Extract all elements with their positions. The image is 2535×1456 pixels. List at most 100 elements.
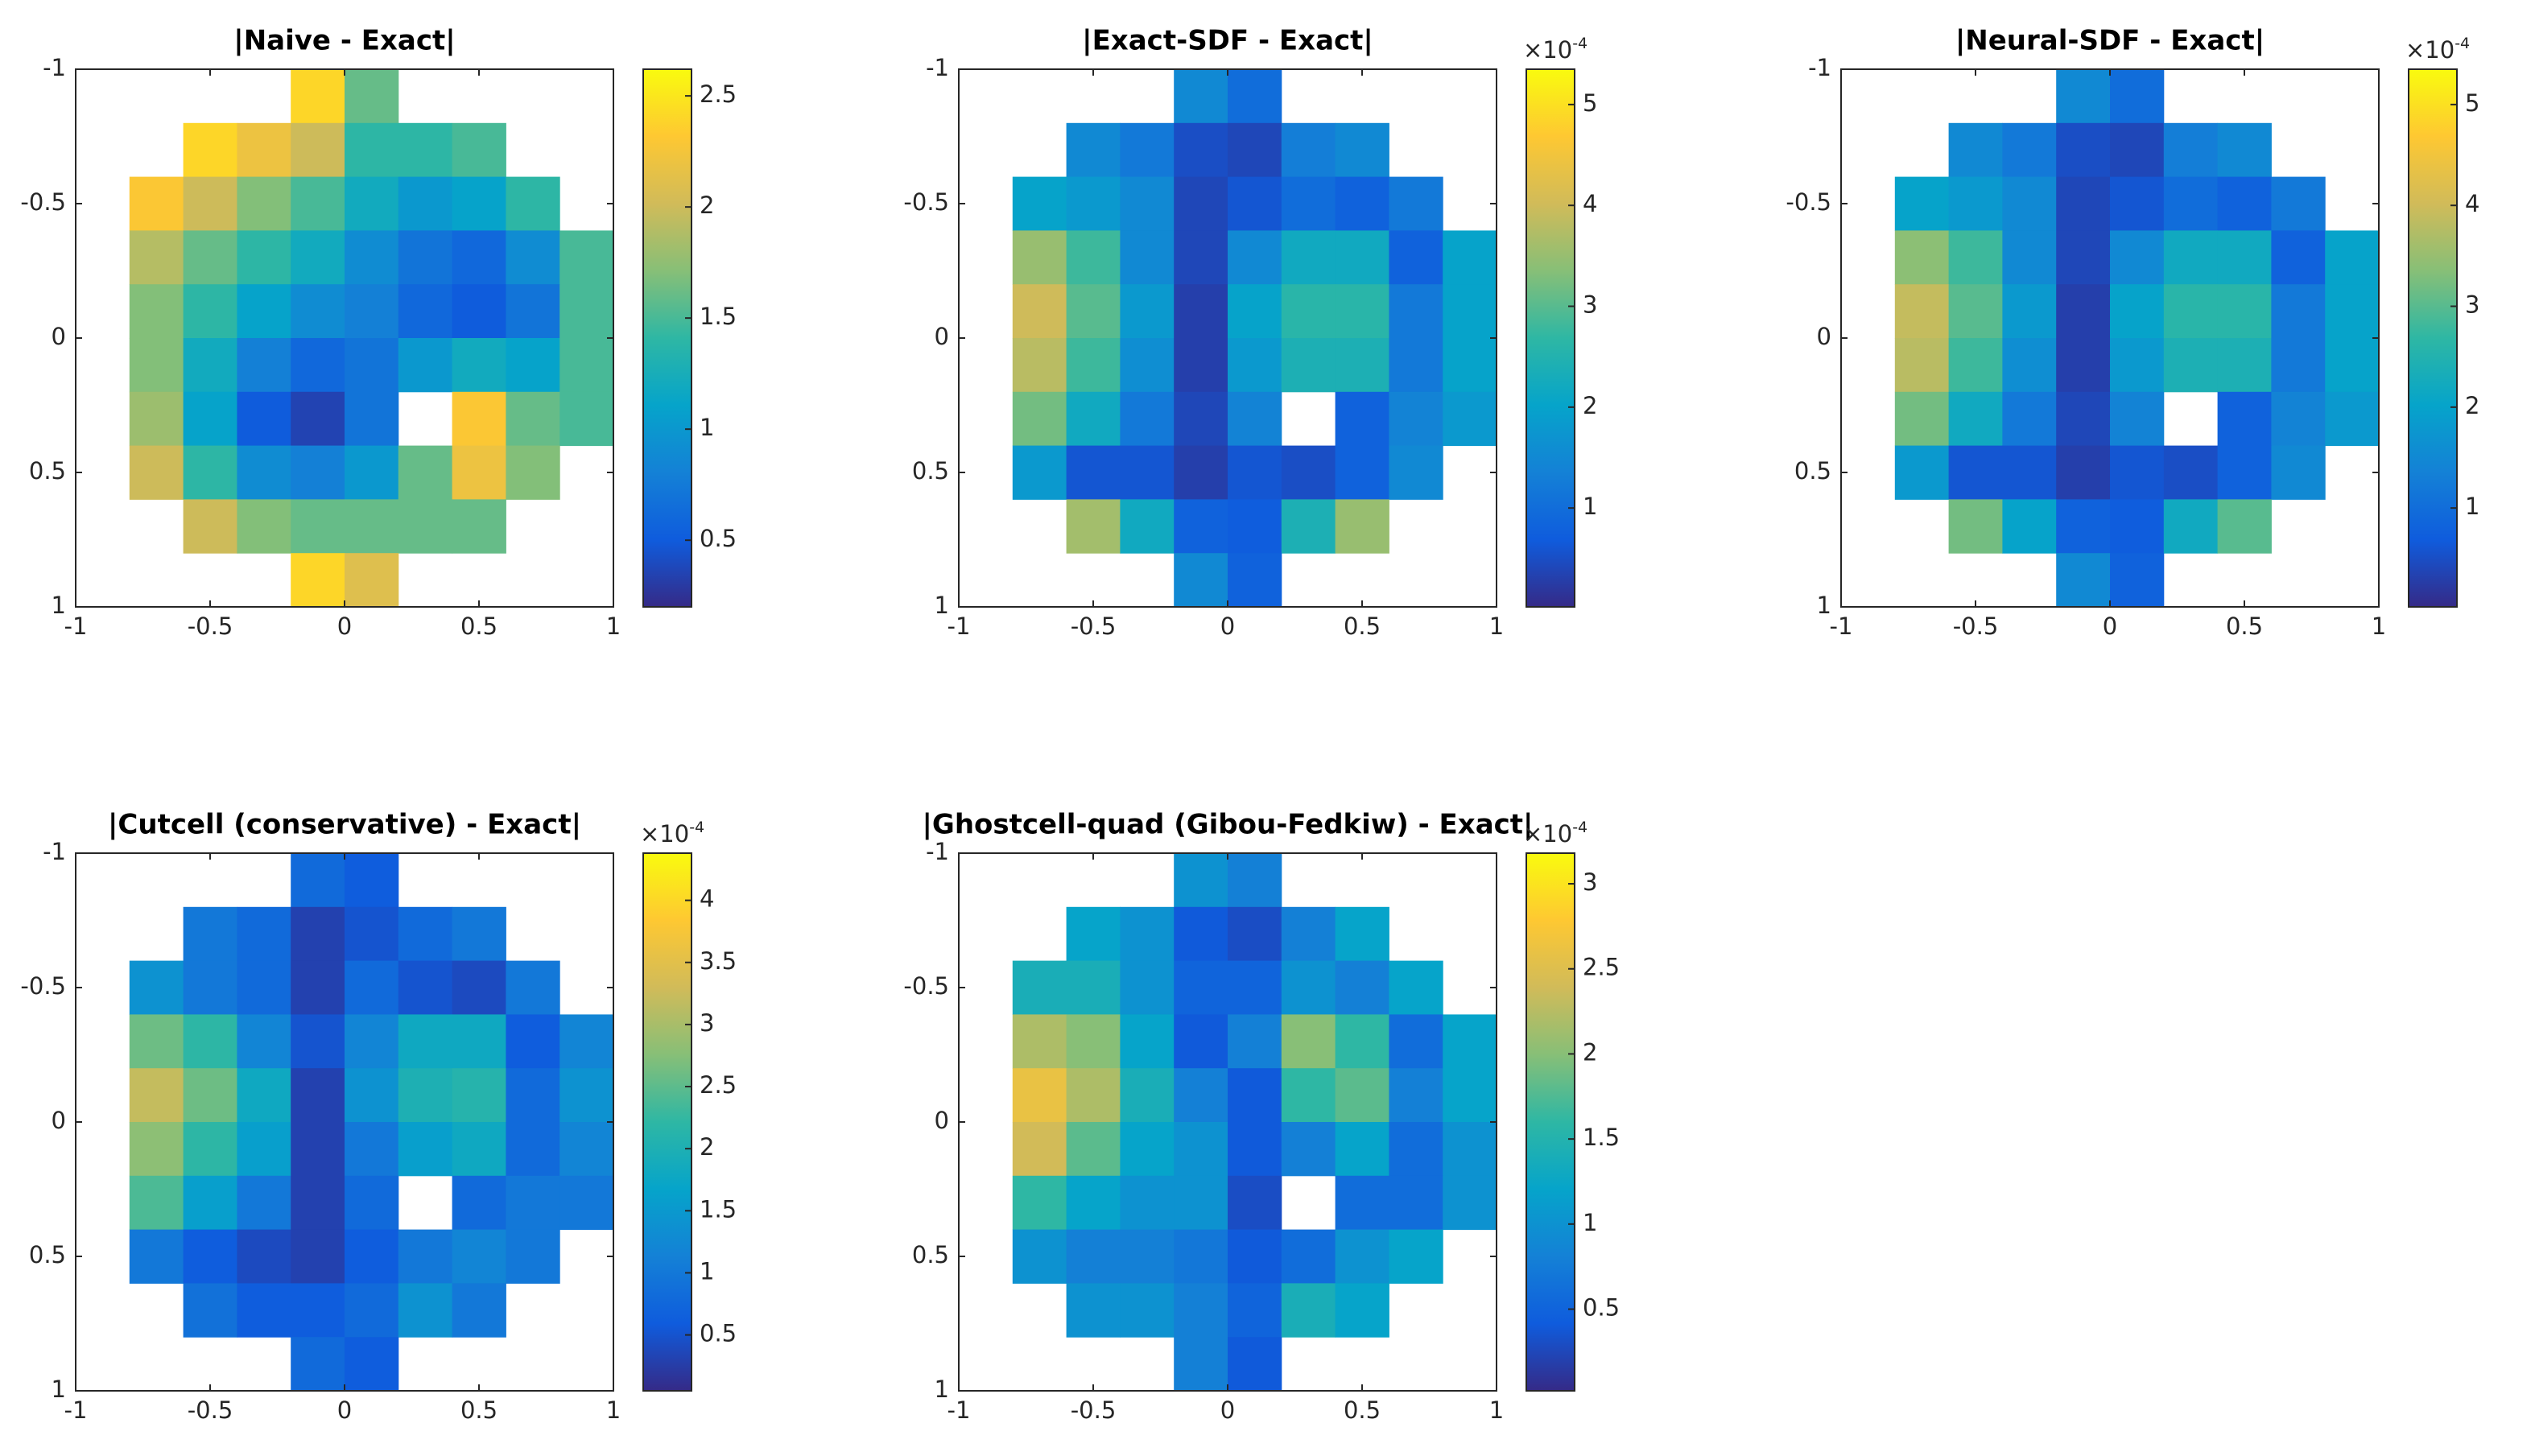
heat-cell <box>1894 284 1950 339</box>
y-tick-label: 1 <box>1817 592 1831 619</box>
heat-cell <box>345 230 399 285</box>
y-tick-label: 0 <box>935 1107 949 1134</box>
heat-cell <box>2271 284 2326 339</box>
heat-cell <box>237 499 291 554</box>
heat-cell <box>1066 230 1121 285</box>
heat-cell <box>1228 69 1282 124</box>
heat-cell <box>1066 1283 1121 1338</box>
heat-cell <box>559 1014 614 1069</box>
heat-cell <box>2110 122 2165 178</box>
heat-cell <box>1066 499 1121 554</box>
heat-cell <box>506 176 560 231</box>
heat-cell <box>1120 338 1175 393</box>
heat-cell <box>2325 284 2380 339</box>
heat-cell <box>559 284 614 339</box>
heat-cell <box>1012 1175 1067 1231</box>
heat-cell <box>1389 230 1443 285</box>
colorbar-tick-label: 2 <box>700 192 714 219</box>
heat-cell <box>1120 1283 1175 1338</box>
heat-cell <box>1066 122 1121 178</box>
colorbar-tick-label: 2 <box>1583 392 1597 419</box>
heat-cell <box>345 445 399 500</box>
heat-cell <box>1228 853 1282 908</box>
heat-cell <box>398 499 453 554</box>
chart-title: |Ghostcell-quad (Gibou-Fedkiw) - Exact| <box>923 809 1534 841</box>
heat-cell <box>2002 445 2057 500</box>
heat-cell <box>1012 176 1067 231</box>
heat-cell <box>183 499 237 554</box>
heat-cell <box>1335 1068 1389 1123</box>
heat-cell <box>1228 1175 1282 1231</box>
heat-cell <box>1335 499 1389 554</box>
heatmap-cells <box>1012 69 1497 608</box>
multiplier-exponent: -4 <box>1572 35 1587 52</box>
heat-cell <box>1281 1122 1336 1177</box>
heat-cell <box>129 230 184 285</box>
heat-cell <box>2002 284 2057 339</box>
heat-cell <box>1174 445 1228 500</box>
heat-cell <box>1443 230 1497 285</box>
heat-cell <box>2110 69 2165 124</box>
heat-cell <box>1281 445 1336 500</box>
heat-cell <box>1120 122 1175 178</box>
heat-cell <box>237 960 291 1015</box>
heat-cell <box>1066 391 1121 447</box>
heat-cell <box>345 338 399 393</box>
heat-cell <box>1281 1068 1336 1123</box>
y-tick-label: 1 <box>935 592 949 619</box>
heat-cell <box>1066 1175 1121 1231</box>
heat-cell <box>1066 1068 1121 1123</box>
colorbar-tick-label: 5 <box>2465 89 2479 117</box>
multiplier-base: ×10 <box>1523 36 1572 64</box>
heat-cell <box>2163 176 2219 231</box>
heat-cell <box>1174 906 1228 962</box>
heat-cell <box>1335 122 1389 178</box>
x-tick-label: -0.5 <box>1071 1396 1117 1424</box>
y-tick-label: -1 <box>926 838 949 865</box>
heat-cell <box>129 1229 184 1284</box>
heat-cell <box>129 445 184 500</box>
heat-cell <box>2163 445 2219 500</box>
heat-cell <box>237 230 291 285</box>
y-tick-label: 1 <box>52 592 66 619</box>
heat-cell <box>398 960 453 1015</box>
heat-cell <box>237 1175 291 1231</box>
heat-cell <box>1228 499 1282 554</box>
heat-cell <box>2271 230 2326 285</box>
heat-cell <box>1012 960 1067 1015</box>
heat-cell <box>452 1229 506 1284</box>
heat-cell <box>1948 338 2003 393</box>
chart-title: |Cutcell (conservative) - Exact| <box>108 809 581 841</box>
heat-cell <box>1281 1014 1336 1069</box>
chart-title: |Exact-SDF - Exact| <box>1082 25 1373 57</box>
heat-cell <box>1281 1229 1336 1284</box>
heat-cell <box>2056 391 2111 447</box>
heat-cell <box>398 445 453 500</box>
heat-cell <box>291 1337 345 1392</box>
heat-cell <box>237 338 291 393</box>
heat-cell <box>1389 338 1443 393</box>
heat-cell <box>1228 230 1282 285</box>
heat-cell <box>1281 122 1336 178</box>
heat-cell <box>183 1014 237 1069</box>
heat-cell <box>1066 176 1121 231</box>
heat-cell <box>1228 391 1282 447</box>
heat-cell <box>2163 284 2219 339</box>
heat-cell <box>559 1068 614 1123</box>
heat-cell <box>345 853 399 908</box>
heat-cell <box>1281 284 1336 339</box>
heat-cell <box>291 445 345 500</box>
heat-cell <box>1389 960 1443 1015</box>
heat-cell <box>1335 1229 1389 1284</box>
heat-cell <box>1174 1014 1228 1069</box>
heat-cell <box>345 1068 399 1123</box>
heat-cell <box>1174 284 1228 339</box>
heat-cell <box>1174 960 1228 1015</box>
heat-cell <box>2002 338 2057 393</box>
heat-cell <box>291 1175 345 1231</box>
x-tick-label: -1 <box>948 613 971 640</box>
heat-cell <box>183 906 237 962</box>
x-tick-label: 1 <box>1489 1396 1504 1424</box>
colorbar-tick-label: 3 <box>700 1009 714 1037</box>
heat-cell <box>2110 391 2165 447</box>
